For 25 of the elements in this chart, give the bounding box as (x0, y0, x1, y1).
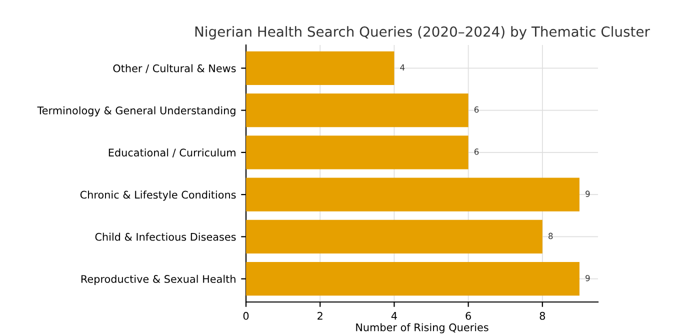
chart-title: Nigerian Health Search Queries (2020–2024) by Thematic Cluster (195, 26, 650, 40)
data-label: 6 (474, 106, 479, 113)
data-label: 6 (474, 148, 479, 155)
x-tick-label: 0 (243, 312, 249, 320)
data-label: 4 (400, 64, 405, 70)
y-tick-label: Chronic & Lifestyle Conditions (80, 190, 236, 201)
x-tick-label: 8 (540, 312, 546, 320)
y-tick-label: Other / Cultural & News (113, 64, 236, 74)
x-tick-label: 2 (318, 312, 322, 320)
bar (246, 93, 468, 128)
data-label: 9 (586, 274, 590, 282)
bar (246, 178, 580, 212)
bar (246, 51, 394, 86)
y-tick-label: Educational / Curriculum (108, 148, 236, 158)
y-tick-label: Child & Infectious Diseases (95, 232, 236, 241)
y-tick-label: Terminology & General Understanding (37, 106, 236, 116)
bar (246, 262, 580, 296)
x-tick-label: 4 (391, 312, 397, 320)
bar (246, 220, 542, 254)
y-tick-label: Reproductive & Sexual Health (81, 274, 236, 285)
data-label: 9 (586, 190, 590, 197)
data-label: 8 (548, 232, 553, 240)
bar (246, 136, 468, 170)
x-tick-label: 6 (466, 312, 471, 320)
x-axis-title: Number of Rising Queries (356, 323, 488, 334)
